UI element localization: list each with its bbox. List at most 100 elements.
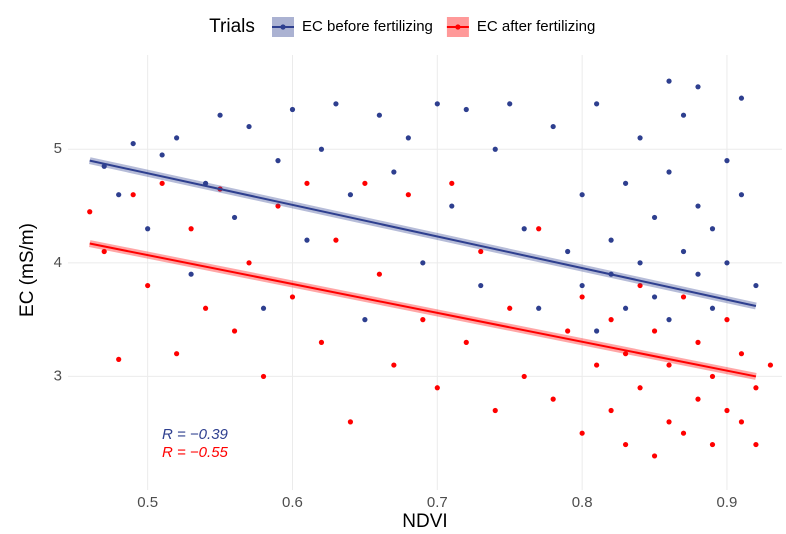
point (434, 101, 440, 107)
point (709, 373, 716, 380)
point (695, 339, 701, 345)
point (608, 407, 614, 414)
y-axis-label: EC (mS/m) (17, 223, 38, 317)
point (260, 373, 267, 380)
point (622, 180, 629, 186)
x-tick-label: 0.7 (427, 494, 448, 511)
point (420, 260, 426, 266)
point (695, 203, 701, 209)
point (579, 282, 585, 289)
point (275, 203, 281, 209)
point (289, 106, 296, 113)
legend-title: Trials (209, 16, 255, 37)
point (145, 282, 151, 289)
point (695, 84, 701, 90)
point (695, 396, 701, 402)
point (753, 282, 759, 289)
point (333, 237, 339, 243)
point (637, 260, 643, 266)
legend-key-dot (455, 24, 461, 30)
point (362, 317, 368, 323)
point (680, 430, 687, 436)
point (753, 385, 759, 391)
x-tick-label: 0.5 (137, 494, 158, 511)
point (550, 396, 556, 402)
annotation: R = −0.55 (162, 444, 229, 461)
point (608, 237, 614, 243)
point (304, 237, 310, 243)
point (594, 101, 600, 107)
point (550, 123, 556, 130)
point (666, 362, 672, 368)
point (492, 407, 498, 414)
point (347, 192, 354, 198)
y-tick-label: 3 (54, 367, 62, 384)
point (536, 305, 542, 311)
point (651, 214, 658, 221)
point (405, 192, 411, 198)
point (622, 441, 629, 448)
point (202, 305, 209, 311)
point (449, 203, 455, 209)
point (767, 362, 774, 368)
point (724, 260, 730, 266)
legend-label: EC before fertilizing (302, 18, 433, 35)
point (565, 248, 571, 255)
y-tick-label: 4 (54, 254, 62, 271)
point (318, 146, 325, 152)
point (347, 419, 354, 425)
x-tick-label: 0.9 (717, 494, 738, 511)
point (680, 112, 687, 118)
point (724, 407, 730, 414)
point (289, 294, 296, 300)
point (188, 271, 194, 277)
point (478, 282, 484, 289)
point (434, 385, 440, 391)
point (738, 192, 745, 198)
point (666, 419, 672, 425)
point (478, 248, 484, 255)
point (217, 112, 223, 118)
point (130, 140, 136, 147)
point (449, 180, 455, 186)
point (651, 294, 658, 300)
point (231, 328, 238, 334)
point (709, 226, 716, 232)
point (622, 351, 629, 357)
point (753, 441, 759, 448)
point (420, 317, 426, 323)
point (246, 123, 252, 130)
point (188, 226, 194, 232)
point (391, 362, 397, 368)
point (159, 152, 165, 158)
y-tick-label: 5 (54, 140, 62, 157)
point (260, 305, 267, 311)
point (507, 305, 513, 311)
fit-line (89, 159, 757, 307)
point (463, 339, 469, 345)
point (709, 305, 716, 311)
point (145, 226, 151, 232)
point (579, 192, 585, 198)
point (651, 328, 658, 334)
point (724, 158, 730, 164)
point (579, 430, 585, 436)
point (130, 192, 136, 198)
point (695, 271, 701, 277)
legend-key-dot (280, 24, 286, 30)
point (521, 226, 527, 232)
fit-line (89, 242, 757, 378)
point (738, 95, 745, 101)
point (391, 169, 397, 175)
point (738, 419, 745, 425)
point (680, 294, 687, 300)
point (680, 248, 687, 255)
point (463, 106, 469, 113)
point (724, 317, 730, 323)
point (594, 328, 600, 334)
point (231, 214, 238, 221)
point (376, 271, 382, 277)
point (318, 339, 325, 345)
point (521, 373, 527, 380)
